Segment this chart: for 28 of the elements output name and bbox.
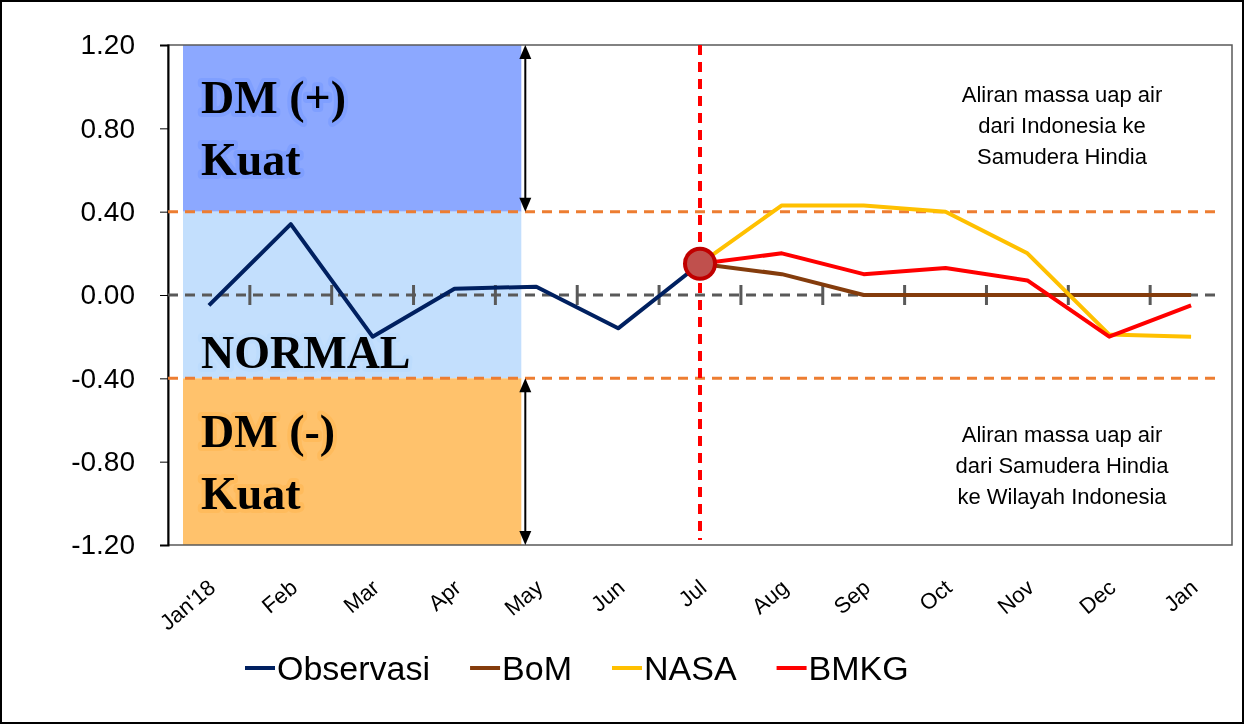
x-tick-label: Jun xyxy=(586,574,630,617)
x-tick-label: Aug xyxy=(746,574,794,619)
legend-label: NASA xyxy=(643,649,737,687)
y-tick-label: 0.40 xyxy=(80,196,135,228)
x-tick-label: Oct xyxy=(914,574,957,616)
x-tick-label: Dec xyxy=(1074,574,1121,619)
annotation: Aliran massa uap air dari Samudera Hindia ke Wilayah Indonesia xyxy=(955,422,1170,509)
x-tick-label: Jul xyxy=(673,574,712,612)
y-tick-label: 0.80 xyxy=(80,112,135,144)
x-tick-label: Apr xyxy=(423,574,466,616)
y-tick-label: -1.20 xyxy=(71,529,135,561)
legend-label: BoM xyxy=(502,649,572,687)
annotation: Aliran massa uap air dari Indonesia ke Samudera Hindia xyxy=(961,82,1163,169)
x-tick-label: Nov xyxy=(992,574,1039,619)
y-tick-label: -0.40 xyxy=(71,362,135,394)
y-tick-label: 1.20 xyxy=(80,29,135,61)
band-label: NORMAL xyxy=(201,327,411,379)
y-tick-label: 0.00 xyxy=(80,279,135,311)
x-tick-label: Mar xyxy=(338,574,384,619)
band-label: DM (+) Kuat xyxy=(201,72,346,186)
x-tick-label: May xyxy=(499,574,548,621)
legend-label: BMKG xyxy=(808,649,909,687)
x-tick-label: Jan xyxy=(1159,574,1203,617)
y-tick-label: -0.80 xyxy=(71,446,135,478)
legend-label: Observasi xyxy=(277,649,431,687)
x-tick-label: Sep xyxy=(828,574,875,619)
band-label: DM (-) Kuat xyxy=(201,405,336,519)
x-tick-label: Feb xyxy=(256,574,302,619)
